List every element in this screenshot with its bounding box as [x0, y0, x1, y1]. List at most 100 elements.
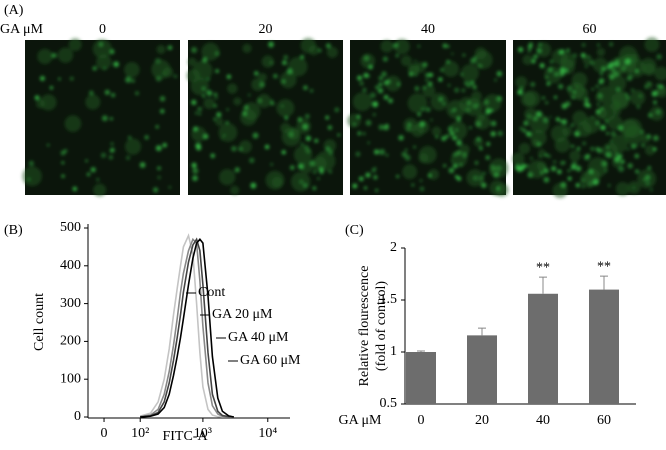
spot: [591, 88, 594, 91]
bar: [406, 352, 436, 404]
spot: [448, 121, 468, 141]
spot: [494, 78, 497, 82]
spot: [474, 47, 487, 60]
spot: [636, 105, 641, 109]
spot: [570, 123, 575, 127]
spot: [414, 59, 417, 63]
spot: [469, 126, 472, 129]
spot: [215, 117, 224, 127]
y-axis-label: (fold of control): [374, 281, 389, 372]
spot: [428, 168, 440, 180]
spot: [383, 124, 390, 131]
spot: [357, 75, 363, 81]
spot: [110, 142, 114, 146]
error-bar: [539, 276, 547, 294]
spot: [110, 117, 113, 121]
bar: [467, 335, 497, 404]
spot: [649, 106, 664, 121]
y-tick-label: 100: [60, 371, 81, 386]
spot: [605, 119, 609, 123]
spot: [100, 152, 106, 158]
spot: [549, 59, 554, 64]
spot: [289, 165, 295, 171]
spot: [360, 53, 376, 69]
spot: [252, 132, 259, 139]
spot: [300, 37, 316, 54]
spot: [356, 114, 361, 119]
spot: [537, 149, 547, 158]
spot: [203, 97, 215, 110]
spot: [365, 172, 371, 178]
spot: [414, 73, 418, 77]
spot: [380, 39, 394, 53]
spot: [445, 134, 449, 139]
histogram-line: [139, 233, 234, 418]
spot: [601, 160, 608, 167]
legend-label: Cont: [198, 285, 225, 300]
spot: [203, 133, 209, 140]
spot: [609, 42, 614, 47]
spot: [553, 160, 557, 164]
spot: [233, 97, 242, 106]
spot: [402, 164, 418, 180]
x-tick-label: 10²: [131, 426, 149, 441]
spot: [68, 38, 82, 52]
spot: [516, 166, 523, 173]
spot: [447, 126, 453, 132]
spot: [395, 43, 399, 47]
spot: [328, 170, 332, 174]
spot: [600, 107, 604, 111]
spot: [551, 165, 557, 172]
spot: [159, 109, 165, 114]
spot: [419, 121, 425, 127]
y-axis-label: Relative flourescence: [357, 266, 372, 387]
spot: [242, 102, 261, 121]
spot: [226, 108, 229, 111]
spot: [558, 83, 564, 90]
spot: [96, 178, 100, 181]
spot: [151, 59, 171, 80]
spot: [656, 54, 662, 60]
spot: [456, 176, 462, 181]
spot: [85, 159, 88, 163]
spot: [543, 168, 549, 174]
x-tick-label: 60: [597, 413, 611, 428]
spot: [465, 98, 484, 117]
spot: [540, 171, 544, 175]
spot: [394, 38, 410, 55]
fluorescence: [22, 38, 177, 197]
spot: [47, 144, 50, 147]
spot: [363, 72, 369, 79]
spot: [249, 157, 255, 164]
spot: [462, 53, 466, 57]
spot: [485, 155, 490, 160]
spot: [213, 92, 218, 97]
spot: [528, 42, 533, 47]
spot: [242, 43, 252, 53]
spot: [192, 175, 198, 181]
spot: [283, 55, 289, 60]
spot: [395, 54, 399, 58]
histogram-line: [140, 237, 234, 418]
spot: [405, 148, 408, 151]
spot: [486, 142, 491, 146]
spot: [383, 80, 389, 85]
spot: [606, 146, 609, 149]
spot: [635, 69, 639, 73]
spot: [515, 76, 528, 88]
spot: [131, 79, 135, 83]
spot: [303, 85, 308, 90]
spot: [595, 93, 604, 102]
spot: [270, 101, 275, 106]
spot: [542, 96, 545, 100]
spot: [216, 112, 222, 118]
spot: [530, 157, 533, 160]
spot: [524, 107, 537, 121]
spot: [90, 167, 96, 173]
spot: [650, 188, 653, 192]
spot: [425, 72, 430, 78]
spot: [413, 145, 416, 149]
spot: [39, 75, 45, 81]
spot: [61, 174, 65, 178]
